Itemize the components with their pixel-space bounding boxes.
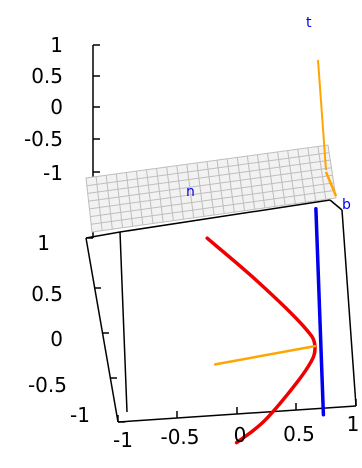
surface-mesh-line	[267, 153, 276, 207]
box-edge-front-left	[85, 237, 119, 423]
box-edge-top-back	[119, 199, 331, 233]
surface-mesh-line	[156, 168, 164, 223]
z-axis-tick-labels: 1 0.5 0 -0.5 -1	[24, 33, 63, 185]
z-tick-label: 0	[50, 95, 63, 119]
y-tick-label: -1	[70, 403, 90, 427]
box-edge-top-right	[329, 199, 343, 211]
y-tick-label: 0.5	[31, 282, 63, 306]
box-edge-front-right	[341, 209, 357, 407]
x-tick-label: -1	[113, 428, 133, 452]
y-tick-label: 1	[37, 231, 50, 255]
x-tick-label: 0	[234, 423, 247, 447]
z-tick-label: 0.5	[31, 64, 63, 88]
surface-mesh-line	[317, 146, 327, 200]
surface-mesh-line	[277, 151, 286, 206]
surface-mesh-line	[95, 176, 103, 231]
box-edge-top-left	[85, 231, 121, 239]
surface-mesh-line	[86, 152, 330, 187]
surface-mesh-line	[216, 160, 225, 214]
surface-mesh-line	[90, 182, 334, 218]
surface-mesh-line	[297, 149, 306, 203]
surface-mesh-line	[166, 166, 174, 221]
surface-mesh-line	[287, 150, 296, 204]
y-tick-label: 0	[50, 327, 63, 351]
tangent-vector	[317, 59, 327, 171]
surface-mesh-line	[186, 164, 195, 218]
surface-mesh-line	[206, 161, 215, 216]
normal-vector	[213, 344, 317, 366]
x-axis-tick-labels: -1 -0.5 0 0.5 1	[113, 412, 359, 452]
surface-mesh-line	[125, 172, 134, 227]
surface-mesh-line	[196, 162, 205, 217]
binormal-label: b	[342, 197, 351, 213]
box-edge-back-inner	[119, 231, 128, 413]
x-tick-label: 0.5	[283, 422, 315, 446]
y-axis-tick-labels: 1 0.5 0 -0.5 -1	[28, 231, 90, 427]
surface-mesh-line	[91, 189, 335, 225]
surface-mesh-line	[146, 169, 154, 224]
surface-mesh-line	[87, 159, 331, 194]
tangent-line	[314, 207, 326, 417]
y-tick-label: -0.5	[28, 373, 67, 397]
surface-mesh-line	[226, 158, 235, 213]
binormal-vector	[324, 171, 338, 197]
surface-mesh-line	[89, 174, 333, 210]
z-tick-label: 1	[50, 33, 63, 57]
surface-mesh-line	[246, 155, 256, 210]
tick-marks	[86, 44, 357, 423]
x-tick-label: -0.5	[160, 425, 199, 449]
x-tick-label: 1	[347, 412, 360, 436]
tangent-label: t	[306, 15, 312, 31]
surface-mesh-line	[115, 173, 123, 228]
normal-label: n	[186, 184, 195, 200]
surface-mesh-line	[307, 147, 317, 201]
surface-mesh-line	[135, 171, 144, 225]
z-tick-label: -0.5	[24, 127, 63, 151]
normal-plane-surface	[85, 144, 337, 233]
z-tick-label: -1	[43, 161, 63, 185]
surface-mesh-line	[88, 167, 332, 202]
surface-mesh-line	[256, 154, 266, 208]
surface-mesh-line	[176, 165, 184, 220]
surface-mesh-line	[105, 175, 113, 230]
surface-mesh-line	[236, 157, 245, 211]
